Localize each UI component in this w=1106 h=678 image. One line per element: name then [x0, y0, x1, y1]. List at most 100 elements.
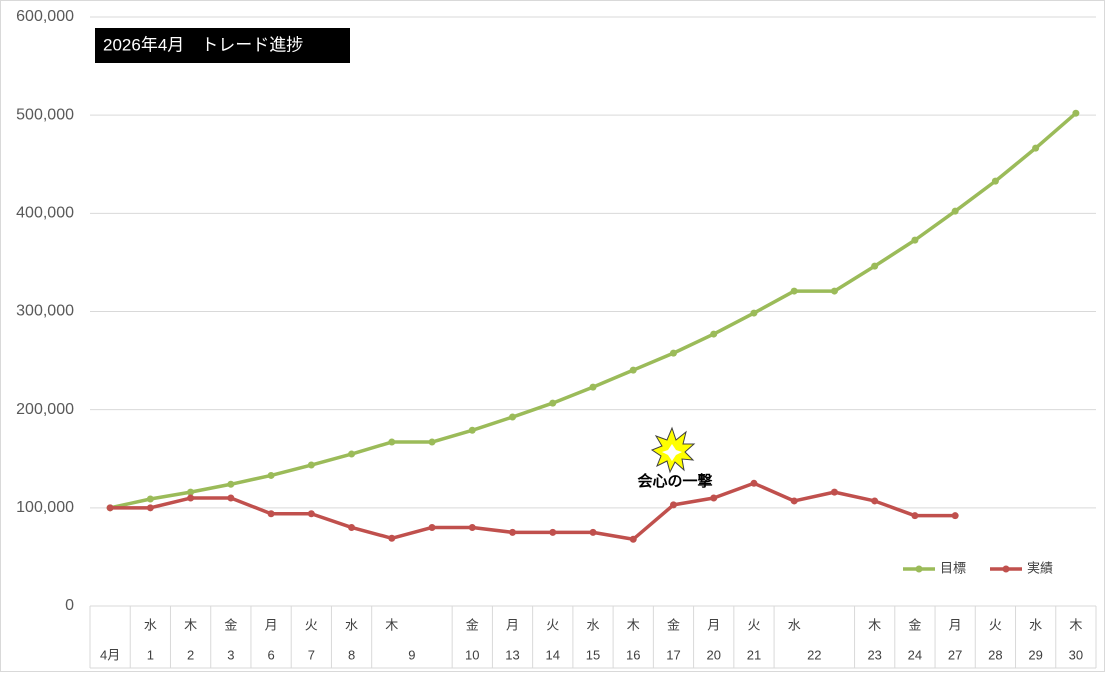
data-point [307, 510, 315, 518]
data-point [871, 497, 879, 505]
data-point [589, 383, 597, 391]
data-point [629, 366, 637, 374]
x-tick-label: 15 [586, 647, 600, 662]
data-point [790, 497, 798, 505]
data-point [348, 450, 356, 458]
x-tick-label: 22 [807, 647, 821, 662]
data-point [227, 480, 235, 488]
data-point [468, 426, 476, 434]
title-box [95, 28, 350, 63]
x-tick-label: 21 [747, 647, 761, 662]
data-point [830, 287, 838, 295]
data-point [830, 488, 838, 496]
x-weekday-label: 木 [1069, 617, 1082, 632]
data-point [951, 207, 959, 215]
data-point [629, 535, 637, 543]
y-tick-label: 500,000 [16, 106, 74, 123]
data-point [991, 177, 999, 185]
y-tick-label: 300,000 [16, 303, 74, 320]
x-tick-label: 8 [348, 647, 355, 662]
data-point [388, 438, 396, 446]
x-weekday-label: 木 [184, 617, 197, 632]
x-tick-label: 20 [706, 647, 720, 662]
x-tick-label: 24 [908, 647, 922, 662]
legend-label: 実績 [1027, 560, 1053, 575]
data-point [549, 399, 557, 407]
x-tick-label: 2 [187, 647, 194, 662]
data-point [669, 349, 677, 357]
data-point [1072, 109, 1080, 117]
y-tick-label: 200,000 [16, 401, 74, 418]
data-point [951, 512, 959, 520]
x-weekday-label: 火 [546, 617, 559, 632]
x-tick-label: 9 [408, 647, 415, 662]
x-weekday-label: 月 [506, 617, 519, 632]
data-point [468, 523, 476, 531]
legend-marker [1002, 565, 1010, 573]
data-point [710, 330, 718, 338]
chart-title: 2026年4月 トレード進捗 [103, 35, 303, 54]
data-point [710, 494, 718, 502]
data-point [589, 528, 597, 536]
x-tick-label: 3 [227, 647, 234, 662]
data-point [267, 471, 275, 479]
x-tick-label: 6 [267, 647, 274, 662]
data-point [187, 488, 195, 496]
data-point [669, 501, 677, 509]
x-tick-label: 17 [666, 647, 680, 662]
x-tick-label: 14 [546, 647, 560, 662]
x-weekday-label: 火 [305, 617, 318, 632]
y-tick-label: 400,000 [16, 205, 74, 222]
x-weekday-label: 金 [224, 617, 237, 632]
x-weekday-label: 水 [144, 617, 157, 632]
y-tick-label: 600,000 [16, 8, 74, 25]
data-point [509, 413, 517, 421]
x-weekday-label: 金 [908, 617, 921, 632]
x-weekday-label: 月 [707, 617, 720, 632]
x-weekday-label: 月 [265, 617, 278, 632]
data-point [911, 236, 919, 244]
x-weekday-label: 水 [586, 617, 599, 632]
data-point [1032, 144, 1040, 152]
x-tick-label: 28 [988, 647, 1002, 662]
starburst-center [662, 444, 682, 461]
x-tick-label: 27 [948, 647, 962, 662]
data-point [911, 512, 919, 520]
data-point [750, 309, 758, 317]
x-tick-label: 7 [308, 647, 315, 662]
data-point [790, 287, 798, 295]
legend-label: 目標 [940, 560, 966, 575]
x-weekday-label: 木 [868, 617, 881, 632]
data-point [106, 504, 114, 512]
data-point [146, 495, 154, 503]
data-point [871, 262, 879, 270]
data-point [428, 438, 436, 446]
x-weekday-label: 木 [627, 617, 640, 632]
y-tick-label: 0 [65, 597, 74, 614]
x-weekday-label: 金 [466, 617, 479, 632]
data-point [307, 461, 315, 469]
data-point [509, 528, 517, 536]
x-weekday-label: 火 [989, 617, 1002, 632]
x-tick-label: 13 [505, 647, 519, 662]
data-point [428, 523, 436, 531]
x-tick-label: 30 [1069, 647, 1083, 662]
data-point [388, 534, 396, 542]
data-point [187, 494, 195, 502]
x-weekday-label: 火 [747, 617, 760, 632]
data-point [549, 528, 557, 536]
x-weekday-label: 月 [949, 617, 962, 632]
y-tick-label: 100,000 [16, 499, 74, 516]
data-point [750, 479, 758, 487]
data-point [227, 494, 235, 502]
x-weekday-label: 金 [667, 617, 680, 632]
x-weekday-label: 水 [345, 617, 358, 632]
data-point [267, 510, 275, 518]
x-tick-label: 16 [626, 647, 640, 662]
x-tick-label: 23 [867, 647, 881, 662]
annotation: 会心の一撃 [637, 472, 712, 490]
